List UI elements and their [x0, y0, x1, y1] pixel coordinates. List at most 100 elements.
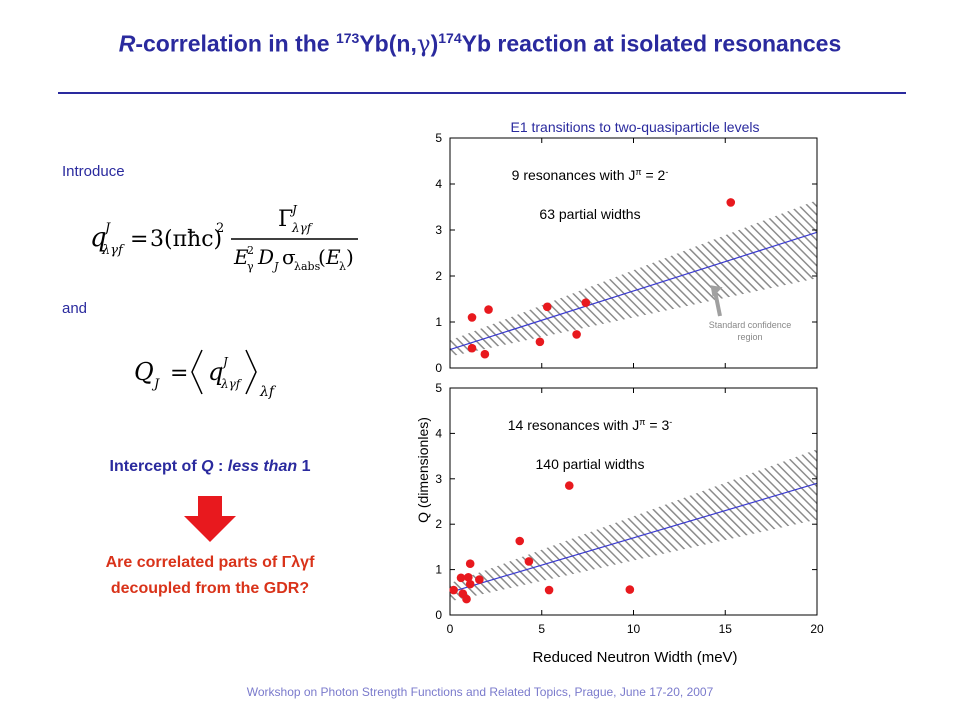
introduce-label: Introduce [62, 163, 125, 180]
svg-text:λγf: λγf [291, 221, 314, 235]
data-point [515, 536, 525, 546]
band-label-line-1: Standard confidence [709, 320, 792, 330]
svg-text:3(πħc): 3(πħc) [150, 227, 222, 252]
svg-text:q: q [208, 358, 223, 386]
intercept-less-than: less than [227, 458, 298, 475]
data-point [572, 330, 581, 339]
intercept-q: Q [201, 458, 214, 475]
intercept-statement: Intercept of Q : less than 1 [60, 458, 360, 476]
title-italic-r: R [118, 30, 136, 57]
y-tick-label: 0 [435, 608, 442, 622]
formula-q-definition: q J λγf = 3(πħc) 2 Γ J λγf E 2 γ D J σ λ… [90, 203, 358, 273]
svg-text:J: J [151, 377, 160, 392]
svg-text:Γ: Γ [278, 207, 293, 232]
question-line-1: Are correlated parts of Γλγf [105, 554, 315, 571]
y-tick-label: 0 [435, 361, 442, 375]
y-tick-label: 1 [435, 315, 442, 329]
title-sup-173: 173 [335, 30, 360, 46]
data-point [564, 481, 574, 490]
confidence-band [450, 449, 817, 602]
svg-text:(: ( [318, 245, 326, 269]
data-point [524, 557, 534, 566]
slide-title: R-correlation in the 173Yb(n,γ)174Yb rea… [0, 30, 960, 58]
title-text-3: ) [430, 30, 439, 57]
band-label-line-2: region [737, 332, 762, 342]
svg-text:=: = [170, 361, 188, 386]
data-point [467, 343, 477, 353]
band-pointer-arrowhead [710, 285, 723, 298]
and-label: and [62, 300, 88, 317]
y-tick-label: 5 [435, 381, 442, 395]
data-point [464, 573, 473, 582]
svg-text:Q: Q [134, 358, 154, 386]
resonance-chart: E1 transitions to two-quasiparticle leve… [415, 119, 824, 666]
title-text-4: Yb reaction at isolated resonances [461, 30, 842, 57]
data-point [475, 575, 484, 584]
title-sup-174: 174 [438, 30, 462, 46]
svg-text:λ: λ [339, 260, 346, 273]
data-point [484, 305, 493, 314]
question-line-2: decoupled from the GDR? [110, 580, 310, 597]
intercept-text: Intercept of [109, 458, 202, 475]
svg-text:D: D [257, 245, 274, 269]
y-tick-label: 4 [435, 426, 442, 440]
svg-text:2: 2 [216, 221, 224, 236]
data-point [544, 585, 554, 595]
data-point [465, 559, 475, 568]
data-point [726, 198, 736, 207]
x-tick-label: 10 [627, 622, 641, 636]
bottom-panel: 0 1 2 3 4 5 0 5 10 15 20 14 resonances with Jπ = 3-… [435, 381, 824, 636]
y-tick-label: 3 [435, 472, 442, 486]
data-point [456, 573, 466, 583]
y-tick-label: 2 [435, 269, 442, 283]
data-point [467, 313, 477, 322]
svg-text:J: J [220, 355, 229, 369]
title-underline [58, 92, 906, 94]
svg-text:E: E [325, 245, 341, 269]
svg-text:J: J [102, 221, 111, 236]
svg-text:λabs: λabs [294, 260, 321, 273]
top-panel-title: E1 transitions to two-quasiparticle leve… [510, 119, 759, 135]
down-arrow-icon [184, 496, 236, 542]
y-axis-label: Q (dimensionles) [415, 417, 431, 523]
formula-q-average: Q J = q J λγf λf [134, 349, 277, 400]
x-tick-label: 15 [719, 622, 733, 636]
confidence-band [450, 200, 817, 357]
x-tick-label: 20 [810, 622, 824, 636]
data-point [625, 585, 635, 594]
data-point [462, 594, 471, 604]
svg-text:λf: λf [259, 384, 277, 400]
annotation-partial-widths: 140 partial widths [536, 456, 645, 472]
x-axis-label: Reduced Neutron Width (meV) [532, 649, 737, 666]
svg-text:=: = [130, 227, 148, 252]
svg-text:): ) [346, 245, 354, 269]
svg-text:λγf: λγf [220, 377, 243, 391]
annotation-resonances: 14 resonances with Jπ = 3- [508, 417, 673, 433]
fit-line [449, 482, 818, 593]
data-point [535, 337, 545, 347]
y-tick-label: 5 [435, 131, 442, 145]
top-panel: 0 1 2 3 4 5 9 resonances with Jπ = 2- 63 partia… [435, 131, 818, 375]
intercept-mid: : [213, 458, 228, 475]
data-point [465, 579, 475, 589]
title-text-1: -correlation in the [135, 30, 336, 57]
data-point [542, 302, 552, 312]
svg-text:σ: σ [282, 245, 296, 269]
y-tick-label: 4 [435, 177, 442, 191]
title-text-2: Yb(n, [359, 30, 417, 57]
title-gamma: γ [416, 31, 431, 58]
svg-text:J: J [272, 260, 279, 273]
data-point [449, 585, 458, 595]
intercept-one: 1 [297, 458, 311, 475]
svg-text:J: J [289, 203, 298, 217]
svg-text:γ: γ [247, 260, 254, 273]
svg-text:λγf: λγf [101, 243, 125, 258]
y-tick-label: 1 [435, 563, 442, 577]
y-tick-label: 3 [435, 223, 442, 237]
svg-text:2: 2 [247, 244, 254, 257]
svg-text:q: q [90, 223, 107, 253]
x-tick-label: 0 [447, 622, 454, 636]
data-point [480, 349, 490, 359]
y-tick-label: 2 [435, 517, 442, 531]
question-text: Are correlated parts of Γλγf decoupled f… [40, 550, 380, 602]
